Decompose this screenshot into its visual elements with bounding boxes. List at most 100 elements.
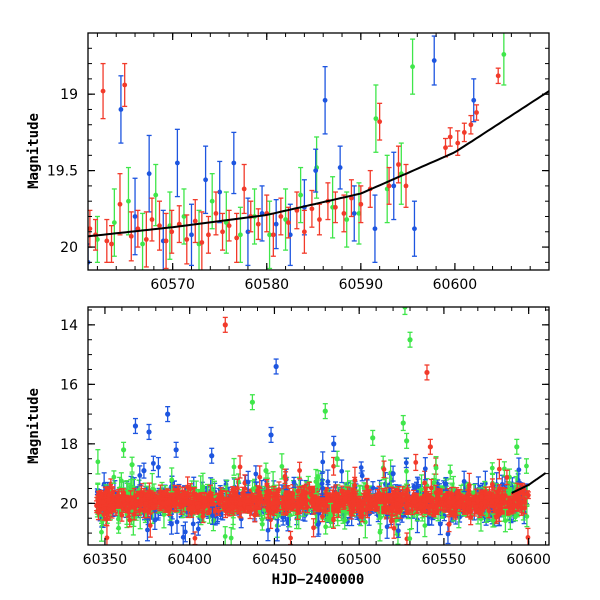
data-point	[468, 122, 474, 128]
data-point	[525, 492, 530, 497]
data-point	[200, 484, 206, 490]
data-point	[140, 241, 145, 247]
data-point	[108, 481, 114, 487]
data-point	[211, 518, 216, 523]
data-point	[163, 238, 169, 244]
data-point	[495, 73, 501, 79]
data-point	[301, 229, 307, 235]
data-point	[443, 145, 448, 151]
data-point	[362, 519, 368, 525]
bottom-points	[94, 307, 547, 545]
data-point	[373, 116, 379, 122]
data-point	[499, 482, 505, 487]
data-point	[117, 201, 123, 207]
data-point	[184, 237, 190, 242]
data-point	[283, 217, 288, 222]
top-points	[88, 33, 549, 270]
top-y-axis-title: Magnitude	[26, 113, 42, 189]
y-tick-label: 19	[60, 87, 78, 103]
data-point	[143, 237, 149, 242]
data-point	[358, 201, 364, 207]
data-point	[169, 229, 175, 235]
x-tick-label: 60590	[339, 277, 384, 293]
data-point	[245, 229, 251, 235]
data-point	[337, 165, 343, 170]
data-point	[322, 97, 328, 103]
data-point	[524, 514, 530, 519]
data-point	[356, 211, 362, 216]
data-point	[118, 478, 124, 484]
x-tick-label: 60600	[433, 277, 478, 293]
data-point	[298, 192, 304, 198]
data-point	[403, 183, 409, 189]
data-point	[209, 198, 215, 204]
data-point	[111, 220, 117, 226]
data-point	[161, 512, 167, 517]
data-point	[386, 183, 392, 189]
data-point	[174, 519, 180, 525]
data-point	[192, 218, 198, 224]
data-point	[88, 226, 93, 232]
data-point	[278, 214, 284, 219]
data-point	[461, 129, 467, 135]
data-point	[372, 226, 378, 232]
data-point	[287, 232, 293, 238]
data-point	[203, 177, 209, 183]
data-point	[437, 521, 443, 527]
data-point	[484, 513, 489, 518]
data-point	[223, 220, 229, 226]
data-point	[220, 229, 225, 235]
data-point	[431, 58, 437, 63]
data-point	[377, 119, 383, 125]
data-point	[149, 217, 155, 222]
data-point	[325, 479, 331, 485]
data-point	[344, 217, 350, 222]
data-point	[236, 479, 241, 485]
data-point	[412, 226, 417, 232]
data-point	[95, 237, 100, 242]
top-data-layer	[88, 33, 549, 270]
data-point	[333, 204, 338, 210]
data-point	[317, 217, 322, 222]
y-tick-label: 20	[60, 240, 78, 256]
data-point	[471, 97, 477, 103]
data-point	[157, 223, 162, 229]
data-point	[455, 140, 461, 146]
data-point	[267, 232, 272, 238]
data-point	[146, 171, 152, 177]
data-point	[410, 64, 415, 70]
data-point	[501, 52, 507, 57]
top-axis-ticks: 60570 60580 60590 60600 19 19.5 20	[47, 32, 550, 293]
top-plot-frame	[87, 32, 550, 271]
data-point	[234, 235, 240, 241]
data-point	[255, 221, 261, 227]
data-point	[217, 189, 223, 195]
data-point	[190, 521, 196, 527]
data-point	[474, 110, 479, 115]
y-tick-label: 19.5	[47, 164, 78, 180]
top-panel: 60570 60580 60590 60600 19 19.5 20 Magnitude	[26, 32, 550, 293]
data-point	[241, 186, 247, 192]
data-point	[447, 134, 453, 140]
data-point	[273, 221, 279, 227]
data-point	[270, 232, 276, 238]
data-point	[109, 241, 114, 247]
data-point	[323, 524, 329, 530]
data-point	[104, 238, 110, 244]
data-point	[206, 232, 211, 238]
data-point	[285, 220, 291, 226]
data-point	[199, 240, 205, 245]
x-tick-label: 60580	[244, 277, 289, 293]
data-point	[506, 491, 512, 497]
data-point	[118, 107, 124, 112]
data-point	[174, 160, 180, 166]
data-point	[231, 160, 237, 166]
model-curve	[88, 90, 549, 238]
data-point	[351, 211, 357, 216]
data-point	[411, 484, 417, 490]
data-point	[238, 232, 243, 238]
data-point	[153, 192, 159, 198]
data-point	[309, 206, 315, 212]
x-tick-label: 60570	[150, 277, 195, 293]
